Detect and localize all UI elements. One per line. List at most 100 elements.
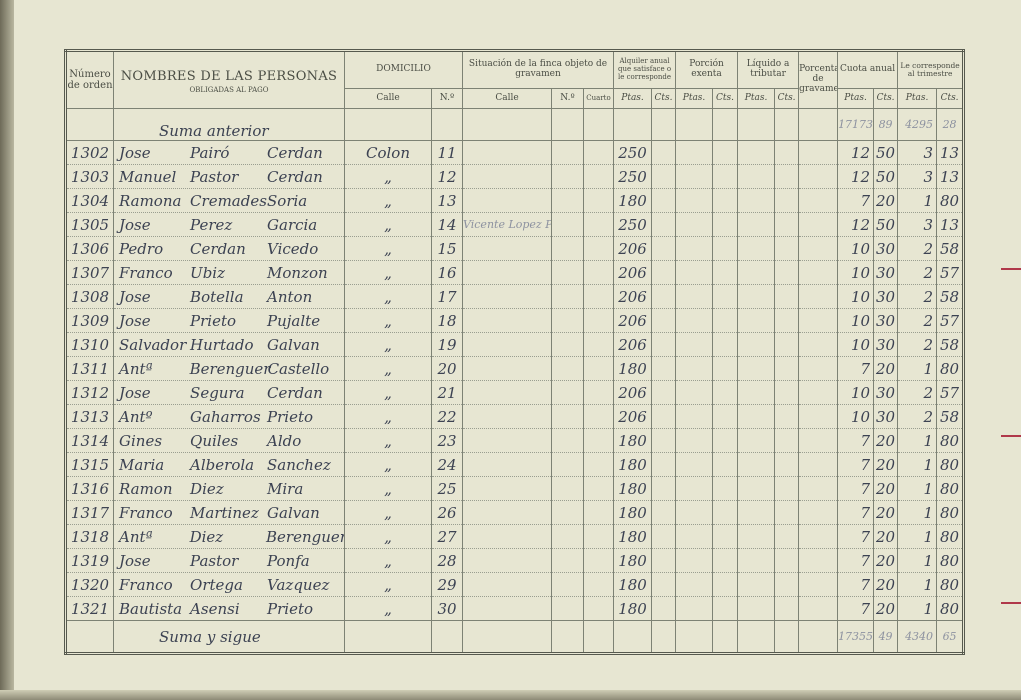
trim-ptas: 2 <box>897 284 938 309</box>
entry-number: 1307 <box>65 260 114 285</box>
liquido-ptas <box>737 404 776 429</box>
situacion-finca <box>462 572 552 597</box>
cuota-ptas: 12 <box>837 212 875 237</box>
alquiler-ptas: 250 <box>613 164 653 189</box>
porcion-ptas <box>675 140 714 165</box>
porcentaje <box>798 452 839 477</box>
domicilio-numero: 16 <box>431 260 463 285</box>
alquiler-cts <box>651 260 677 285</box>
person-name: Jose Segura Cerdan <box>113 380 345 405</box>
alquiler-ptas: 250 <box>613 140 653 165</box>
porcion-ptas <box>675 548 714 573</box>
alquiler-cts <box>651 572 677 597</box>
domicilio-calle: „ <box>344 548 432 573</box>
trim-ptas: 1 <box>897 452 938 477</box>
liquido-cts <box>774 332 800 357</box>
porcentaje <box>798 596 839 621</box>
suma-anterior-row: Suma anterior 17173 89 4295 28 <box>65 108 965 141</box>
porcion-ptas <box>675 212 714 237</box>
liquido-cts <box>774 260 800 285</box>
liquido-ptas <box>737 284 776 309</box>
second-surname: Prieto <box>267 599 314 618</box>
ledger-row: 1310 Salvador Hurtado Galvan „ 19 206 10 30 2 58 <box>65 332 965 357</box>
situacion-finca <box>462 236 552 261</box>
trim-cts: 80 <box>936 356 965 381</box>
person-name: Manuel Pastor Cerdan <box>113 164 345 189</box>
porcion-cts <box>712 260 739 285</box>
cuarto <box>582 596 615 621</box>
domicilio-calle: „ <box>344 260 432 285</box>
header-liquido: Líquido a tributar <box>737 50 800 89</box>
cuota-cts: 20 <box>873 188 899 213</box>
entry-number: 1305 <box>65 212 114 237</box>
liquido-cts <box>774 572 800 597</box>
porcion-ptas <box>675 476 714 501</box>
first-name: Antº <box>119 407 153 426</box>
person-name: Pedro Cerdan Vicedo <box>113 236 345 261</box>
liquido-ptas <box>737 380 776 405</box>
first-name: Jose <box>119 287 151 306</box>
porcentaje <box>798 524 839 549</box>
trim-cts: 57 <box>936 260 965 285</box>
suma-y-sigue-trim-ptas: 4340 <box>897 620 938 654</box>
situacion-finca <box>462 428 552 453</box>
second-surname: Cerdan <box>267 383 323 402</box>
trim-cts: 80 <box>936 596 965 621</box>
domicilio-numero: 23 <box>431 428 463 453</box>
cuota-ptas: 10 <box>837 236 875 261</box>
situacion-finca <box>462 284 552 309</box>
porcentaje <box>798 236 839 261</box>
alquiler-cts <box>651 164 677 189</box>
header-situacion-numero: N.º <box>551 88 584 109</box>
suma-anterior-trim-ptas: 4295 <box>897 108 938 141</box>
situacion-numero <box>551 308 584 333</box>
liquido-ptas <box>737 596 776 621</box>
situacion-finca <box>462 140 552 165</box>
cuota-cts: 20 <box>873 356 899 381</box>
alquiler-ptas: 206 <box>613 404 653 429</box>
porcion-cts <box>712 140 739 165</box>
liquido-cts <box>774 404 800 429</box>
cuota-cts: 30 <box>873 404 899 429</box>
second-surname: Vazquez <box>267 575 330 594</box>
domicilio-numero: 27 <box>431 524 463 549</box>
situacion-numero <box>551 524 584 549</box>
liquido-cts <box>774 212 800 237</box>
header-porcion: Porción exenta <box>675 50 739 89</box>
porcion-cts <box>712 596 739 621</box>
header-domicilio: DOMICILIO <box>344 50 463 89</box>
liquido-ptas <box>737 140 776 165</box>
header-porcentaje: Porcentaje de gravamen <box>798 50 839 109</box>
situacion-finca <box>462 452 552 477</box>
alquiler-ptas: 206 <box>613 332 653 357</box>
porcion-ptas <box>675 260 714 285</box>
header-alquiler: Alquiler anual que satisface o le corres… <box>613 50 677 89</box>
domicilio-numero: 29 <box>431 572 463 597</box>
ledger-row: 1302 Jose Pairó Cerdan Colon 11 250 12 50 3 13 <box>65 140 965 165</box>
domicilio-numero: 11 <box>431 140 463 165</box>
liquido-ptas <box>737 500 776 525</box>
domicilio-numero: 13 <box>431 188 463 213</box>
red-margin-mark <box>1001 435 1021 437</box>
entry-number: 1309 <box>65 308 114 333</box>
domicilio-numero: 25 <box>431 476 463 501</box>
person-name: Antª Diez Berenguer <box>113 524 345 549</box>
header-trim-ptas: Ptas. <box>897 88 938 109</box>
liquido-ptas <box>737 476 776 501</box>
first-surname: Pastor <box>190 551 239 570</box>
first-surname: Perez <box>190 215 233 234</box>
alquiler-cts <box>651 284 677 309</box>
alquiler-cts <box>651 524 677 549</box>
trim-cts: 58 <box>936 332 965 357</box>
porcion-cts <box>712 548 739 573</box>
situacion-numero <box>551 332 584 357</box>
trim-cts: 80 <box>936 548 965 573</box>
cuota-ptas: 10 <box>837 284 875 309</box>
situacion-finca: Vicente Lopez Pasol <box>462 212 552 237</box>
cuota-cts: 30 <box>873 308 899 333</box>
alquiler-ptas: 180 <box>613 188 653 213</box>
second-surname: Castello <box>267 359 330 378</box>
first-surname: Berenguer <box>189 359 271 378</box>
header-porcion-cts: Cts. <box>712 88 739 109</box>
